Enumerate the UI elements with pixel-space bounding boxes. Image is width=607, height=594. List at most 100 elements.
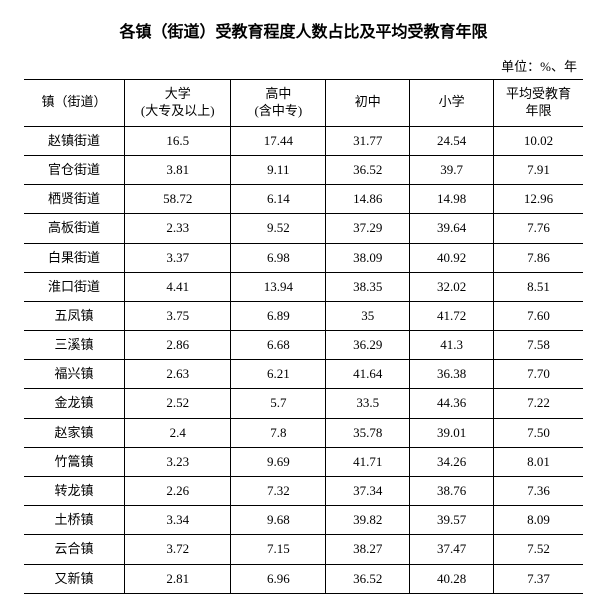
table-row: 官仓街道3.819.1136.5239.77.91 bbox=[24, 155, 583, 184]
cell-highschool: 5.7 bbox=[231, 389, 326, 418]
col-header-university-line2: (大专及以上) bbox=[141, 103, 215, 118]
cell-university: 3.23 bbox=[125, 447, 231, 476]
cell-middle: 31.77 bbox=[326, 126, 410, 155]
table-row: 五凤镇3.756.893541.727.60 bbox=[24, 301, 583, 330]
table-row: 三溪镇2.866.6836.2941.37.58 bbox=[24, 331, 583, 360]
table-row: 又新镇2.816.9636.5240.287.37 bbox=[24, 564, 583, 593]
cell-primary: 39.7 bbox=[410, 155, 494, 184]
cell-town: 福兴镇 bbox=[24, 360, 125, 389]
cell-avg: 7.70 bbox=[494, 360, 583, 389]
cell-highschool: 6.98 bbox=[231, 243, 326, 272]
cell-primary: 37.47 bbox=[410, 535, 494, 564]
table-row: 土桥镇3.349.6839.8239.578.09 bbox=[24, 506, 583, 535]
cell-primary: 41.72 bbox=[410, 301, 494, 330]
cell-town: 白果街道 bbox=[24, 243, 125, 272]
cell-highschool: 7.15 bbox=[231, 535, 326, 564]
col-header-avg-line1: 平均受教育 bbox=[506, 86, 571, 101]
table-row: 高板街道2.339.5237.2939.647.76 bbox=[24, 214, 583, 243]
cell-university: 58.72 bbox=[125, 185, 231, 214]
cell-town: 转龙镇 bbox=[24, 477, 125, 506]
cell-university: 3.75 bbox=[125, 301, 231, 330]
cell-avg: 7.36 bbox=[494, 477, 583, 506]
col-header-highschool-line1: 高中 bbox=[265, 86, 291, 101]
col-header-university-line1: 大学 bbox=[165, 86, 191, 101]
cell-highschool: 7.32 bbox=[231, 477, 326, 506]
cell-primary: 39.64 bbox=[410, 214, 494, 243]
cell-avg: 12.96 bbox=[494, 185, 583, 214]
cell-primary: 34.26 bbox=[410, 447, 494, 476]
cell-highschool: 6.96 bbox=[231, 564, 326, 593]
cell-town: 五凤镇 bbox=[24, 301, 125, 330]
cell-avg: 7.58 bbox=[494, 331, 583, 360]
table-row: 金龙镇2.525.733.544.367.22 bbox=[24, 389, 583, 418]
cell-university: 3.34 bbox=[125, 506, 231, 535]
cell-primary: 24.54 bbox=[410, 126, 494, 155]
cell-university: 2.26 bbox=[125, 477, 231, 506]
cell-middle: 38.27 bbox=[326, 535, 410, 564]
col-header-avg-line2: 年限 bbox=[526, 103, 552, 118]
table-row: 福兴镇2.636.2141.6436.387.70 bbox=[24, 360, 583, 389]
cell-town: 高板街道 bbox=[24, 214, 125, 243]
education-table: 镇（街道） 大学 (大专及以上) 高中 (含中专) 初中 小学 平均受教育 年限… bbox=[24, 79, 583, 594]
cell-town: 土桥镇 bbox=[24, 506, 125, 535]
cell-avg: 10.02 bbox=[494, 126, 583, 155]
unit-label: 单位：%、年 bbox=[24, 56, 583, 75]
cell-middle: 41.71 bbox=[326, 447, 410, 476]
cell-university: 3.72 bbox=[125, 535, 231, 564]
cell-avg: 8.09 bbox=[494, 506, 583, 535]
cell-primary: 40.28 bbox=[410, 564, 494, 593]
cell-university: 2.4 bbox=[125, 418, 231, 447]
table-row: 竹篙镇3.239.6941.7134.268.01 bbox=[24, 447, 583, 476]
cell-university: 16.5 bbox=[125, 126, 231, 155]
cell-town: 赵家镇 bbox=[24, 418, 125, 447]
cell-highschool: 6.21 bbox=[231, 360, 326, 389]
cell-middle: 35 bbox=[326, 301, 410, 330]
cell-middle: 38.09 bbox=[326, 243, 410, 272]
cell-highschool: 7.8 bbox=[231, 418, 326, 447]
cell-avg: 7.76 bbox=[494, 214, 583, 243]
cell-avg: 7.86 bbox=[494, 243, 583, 272]
cell-highschool: 9.68 bbox=[231, 506, 326, 535]
col-header-avg: 平均受教育 年限 bbox=[494, 80, 583, 127]
col-header-university: 大学 (大专及以上) bbox=[125, 80, 231, 127]
cell-middle: 36.52 bbox=[326, 564, 410, 593]
cell-town: 官仓街道 bbox=[24, 155, 125, 184]
cell-middle: 38.35 bbox=[326, 272, 410, 301]
cell-highschool: 6.14 bbox=[231, 185, 326, 214]
cell-avg: 7.52 bbox=[494, 535, 583, 564]
cell-primary: 36.38 bbox=[410, 360, 494, 389]
cell-middle: 37.29 bbox=[326, 214, 410, 243]
cell-middle: 37.34 bbox=[326, 477, 410, 506]
col-header-highschool: 高中 (含中专) bbox=[231, 80, 326, 127]
cell-avg: 7.50 bbox=[494, 418, 583, 447]
cell-avg: 8.51 bbox=[494, 272, 583, 301]
cell-primary: 39.57 bbox=[410, 506, 494, 535]
table-row: 白果街道3.376.9838.0940.927.86 bbox=[24, 243, 583, 272]
cell-highschool: 6.68 bbox=[231, 331, 326, 360]
cell-middle: 35.78 bbox=[326, 418, 410, 447]
cell-highschool: 6.89 bbox=[231, 301, 326, 330]
cell-highschool: 9.69 bbox=[231, 447, 326, 476]
cell-primary: 39.01 bbox=[410, 418, 494, 447]
table-row: 淮口街道4.4113.9438.3532.028.51 bbox=[24, 272, 583, 301]
header-row: 镇（街道） 大学 (大专及以上) 高中 (含中专) 初中 小学 平均受教育 年限 bbox=[24, 80, 583, 127]
cell-avg: 7.22 bbox=[494, 389, 583, 418]
cell-university: 2.33 bbox=[125, 214, 231, 243]
cell-primary: 40.92 bbox=[410, 243, 494, 272]
cell-middle: 14.86 bbox=[326, 185, 410, 214]
cell-middle: 41.64 bbox=[326, 360, 410, 389]
cell-university: 2.86 bbox=[125, 331, 231, 360]
cell-town: 金龙镇 bbox=[24, 389, 125, 418]
cell-town: 又新镇 bbox=[24, 564, 125, 593]
cell-highschool: 9.52 bbox=[231, 214, 326, 243]
cell-middle: 36.52 bbox=[326, 155, 410, 184]
table-row: 栖贤街道58.726.1414.8614.9812.96 bbox=[24, 185, 583, 214]
page-title: 各镇（街道）受教育程度人数占比及平均受教育年限 bbox=[24, 18, 583, 42]
cell-town: 云合镇 bbox=[24, 535, 125, 564]
cell-town: 淮口街道 bbox=[24, 272, 125, 301]
cell-highschool: 9.11 bbox=[231, 155, 326, 184]
table-body: 赵镇街道16.517.4431.7724.5410.02官仓街道3.819.11… bbox=[24, 126, 583, 593]
cell-avg: 7.91 bbox=[494, 155, 583, 184]
cell-university: 2.81 bbox=[125, 564, 231, 593]
cell-town: 竹篙镇 bbox=[24, 447, 125, 476]
